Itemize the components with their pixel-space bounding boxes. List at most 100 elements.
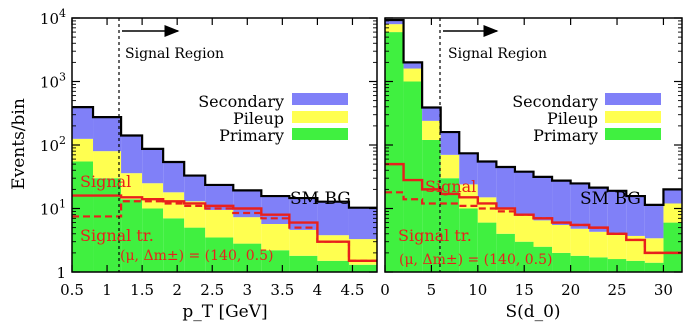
p2-legend-primary-swatch xyxy=(605,128,661,140)
p1-xtick-label-2: 1.5 xyxy=(130,281,154,299)
p1-bar-pileup-10 xyxy=(317,235,349,261)
p2-smbg-label: SM BG xyxy=(580,189,641,209)
p2-bar-secondary-15 xyxy=(663,189,682,204)
p2-bar-secondary-13 xyxy=(626,196,645,236)
p2-histogram-lines xyxy=(385,18,682,255)
ytick-label-0: 1 xyxy=(56,264,66,282)
p2-bar-primary-5 xyxy=(477,222,497,272)
p2-x-axis-label: S(d_0) xyxy=(505,302,560,322)
p2-bar-pileup-6 xyxy=(496,208,515,234)
p1-legend-pileup-label: Pileup xyxy=(233,109,284,128)
p2-bar-primary-11 xyxy=(589,257,608,272)
p2-bar-pileup-10 xyxy=(570,228,590,256)
p2-bar-pileup-3 xyxy=(440,154,460,179)
p1-bar-primary-0 xyxy=(72,161,94,272)
p1-histogram-lines xyxy=(72,106,377,263)
p2-bar-primary-0 xyxy=(385,32,404,272)
p2-bar-secondary-11 xyxy=(589,187,608,232)
p2-xtick-label-5: 25 xyxy=(607,281,626,299)
p1-histogram-areas xyxy=(72,107,377,272)
p2-bar-primary-13 xyxy=(626,260,645,272)
p2-xtick-label-4: 20 xyxy=(561,281,580,299)
p1-legend-primary-swatch xyxy=(292,128,348,140)
p1-bar-pileup-8 xyxy=(261,224,290,251)
p1-xtick-label-4: 2.5 xyxy=(200,281,224,299)
p1-bar-primary-1 xyxy=(93,178,122,272)
p2-signal-label: Signal xyxy=(425,177,476,196)
p2-bar-primary-8 xyxy=(533,246,553,272)
p1-model-label: (μ, Δm±) = (140, 0.5) xyxy=(120,248,273,264)
p2-bar-secondary-6 xyxy=(496,167,515,209)
ytick-label-2: 102 xyxy=(40,134,66,155)
p1-xtick-label-7: 4 xyxy=(313,281,323,299)
ytick-label-3: 103 xyxy=(40,71,66,92)
p2-bar-pileup-0 xyxy=(385,24,404,33)
p2-bar-secondary-0 xyxy=(385,20,404,25)
p2-legend-pileup-label: Pileup xyxy=(547,109,598,128)
p2-bar-pileup-9 xyxy=(552,224,571,253)
p1-bar-primary-10 xyxy=(317,260,349,272)
p1-bar-secondary-3 xyxy=(142,148,164,184)
p1-legend-primary-label: Primary xyxy=(219,126,284,145)
p2-bar-pileup-15 xyxy=(663,203,682,223)
p2-signal-tr-label: Signal tr. xyxy=(398,226,472,245)
p1-bar-primary-11 xyxy=(348,264,377,272)
p1-bar-primary-5 xyxy=(184,227,206,272)
p1-bar-secondary-11 xyxy=(348,207,377,240)
p2-bar-pileup-2 xyxy=(422,120,441,140)
p2-sm-bg-line xyxy=(385,18,682,206)
p1-bar-primary-3 xyxy=(142,208,164,272)
p1-bar-primary-4 xyxy=(163,218,185,272)
p1-x-axis-label: p_T [GeV] xyxy=(182,302,267,322)
p2-signal-region-label: Signal Region xyxy=(448,46,547,62)
p1-bar-secondary-5 xyxy=(184,175,206,202)
p1-bar-pileup-2 xyxy=(121,173,143,200)
p2-bar-secondary-12 xyxy=(607,190,627,234)
p2-bar-primary-2 xyxy=(422,139,441,272)
p2-bar-primary-14 xyxy=(644,262,664,272)
p1-bar-pileup-7 xyxy=(233,217,262,244)
p1-bar-pileup-4 xyxy=(163,192,185,219)
p1-legend-pileup-swatch xyxy=(292,111,348,123)
p2-xtick-label-2: 10 xyxy=(468,281,487,299)
p1-bar-pileup-6 xyxy=(205,209,234,238)
p1-bar-pileup-9 xyxy=(289,229,318,256)
p2-bar-secondary-9 xyxy=(552,180,571,225)
p1-y-ticks: 1 101 102 103 104 xyxy=(40,7,377,282)
p2-model-label: (μ, Δm±) = (140, 0.5) xyxy=(399,252,552,268)
p2-bar-primary-15 xyxy=(663,222,682,272)
p1-bar-pileup-5 xyxy=(184,201,206,228)
p1-bar-primary-2 xyxy=(121,199,143,272)
ytick-label-4: 104 xyxy=(40,7,66,28)
p2-bar-secondary-14 xyxy=(644,204,664,239)
p2-bar-secondary-4 xyxy=(459,153,478,185)
p2-legend-primary-label: Primary xyxy=(533,126,598,145)
p1-legend-secondary-swatch xyxy=(292,93,348,105)
ytick-label-1: 101 xyxy=(40,198,66,219)
p2-xtick-label-1: 5 xyxy=(427,281,437,299)
p2-bar-pileup-8 xyxy=(533,220,553,247)
p2-legend-pileup-swatch xyxy=(605,111,661,123)
p1-bar-secondary-8 xyxy=(261,196,290,225)
p1-smbg-label: SM BG xyxy=(290,189,351,209)
p1-legend: Secondary Pileup Primary xyxy=(198,92,348,145)
p2-bar-secondary-5 xyxy=(477,161,497,198)
p1-bar-pileup-3 xyxy=(142,183,164,209)
p2-x-ticks: 0 5 10 15 20 25 30 xyxy=(380,18,673,299)
p2-bar-pileup-14 xyxy=(644,238,664,263)
y-axis-label: Events/bin xyxy=(9,98,29,190)
p1-legend-secondary-label: Secondary xyxy=(198,92,284,111)
p2-y-ticks xyxy=(385,17,682,273)
p1-xtick-label-5: 3 xyxy=(243,281,253,299)
p1-bar-pileup-1 xyxy=(93,151,122,179)
p2-bar-primary-9 xyxy=(552,252,571,272)
p1-bar-secondary-2 xyxy=(121,135,143,174)
p2-legend-secondary-swatch xyxy=(605,93,661,105)
p2-bar-secondary-10 xyxy=(570,183,590,229)
p1-xtick-label-0: 0.5 xyxy=(60,281,84,299)
p2-bar-primary-6 xyxy=(496,233,515,272)
p1-sm-bg-line xyxy=(72,106,377,209)
p1-signal-tr-line xyxy=(72,200,377,262)
